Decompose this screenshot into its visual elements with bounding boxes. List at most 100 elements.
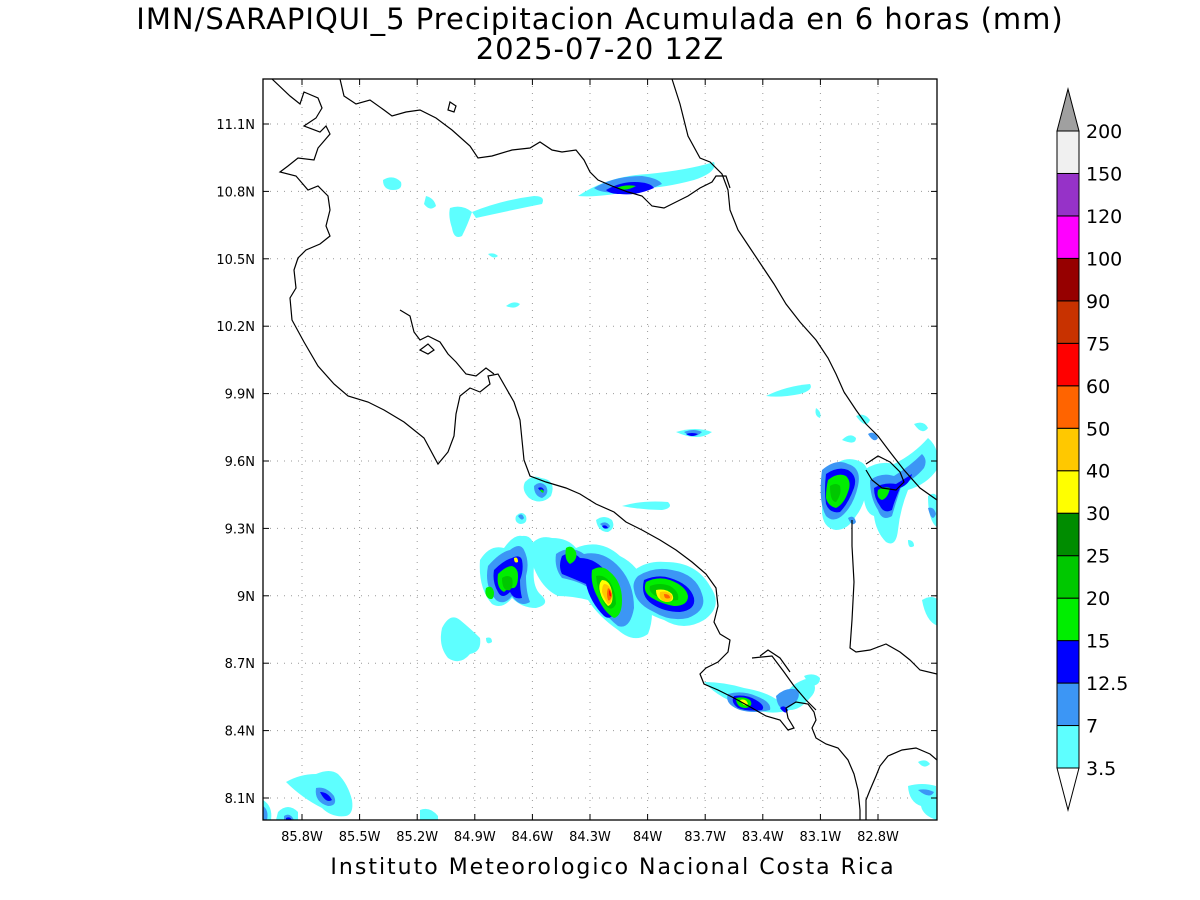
- colorbar-under-triangle: [1056, 767, 1080, 812]
- rain-patch: [263, 806, 268, 820]
- colorbar-label: 40: [1086, 461, 1110, 483]
- latitude-label: 8.1N: [225, 792, 255, 807]
- latitude-axis: 11.1N 10.8N 10.5N 10.2N 9.9N 9.6N 9.3N 9N 8.7N 8.…: [216, 118, 255, 807]
- colorbar-label: 150: [1086, 163, 1122, 185]
- longitude-label: 85.8W: [281, 830, 323, 845]
- longitude-label: 82.8W: [857, 830, 899, 845]
- map-frame: [262, 78, 938, 821]
- longitude-label: 84W: [633, 830, 663, 845]
- colorbar-bin: [1056, 427, 1080, 472]
- colorbar-bin: [1056, 257, 1080, 302]
- colorbar-bin: [1056, 640, 1080, 684]
- lake-island: [418, 343, 435, 355]
- colorbar-bin: [1056, 555, 1080, 599]
- colorbar-bin: [1056, 512, 1080, 557]
- colorbar-bin: [1056, 725, 1080, 769]
- east-coast: [671, 79, 937, 501]
- burica-peninsula: [865, 747, 937, 820]
- colorbar-label: 3.5: [1086, 758, 1116, 780]
- rain-patch: [424, 196, 436, 209]
- axis-ticks: [263, 79, 937, 820]
- precipitation-field: [263, 162, 937, 820]
- southern-coast: [759, 649, 791, 673]
- colorbar-label: 100: [1086, 248, 1122, 270]
- colorbar-label: 20: [1086, 588, 1110, 610]
- nicaragua-border: [271, 79, 861, 820]
- longitude-label: 83.7W: [684, 830, 726, 845]
- colorbar-bin: [1056, 130, 1080, 174]
- rain-patch: [276, 807, 298, 820]
- rain-patch: [686, 433, 698, 436]
- longitude-label: 83.4W: [742, 830, 784, 845]
- rain-patch: [488, 253, 498, 258]
- rain-patch: [420, 808, 438, 820]
- rain-patch: [922, 597, 937, 626]
- colorbar-bin: [1056, 342, 1080, 387]
- latitude-label: 8.7N: [225, 657, 255, 672]
- latitude-label: 11.1N: [216, 118, 255, 133]
- longitude-label: 83.1W: [799, 830, 841, 845]
- rain-patch: [320, 792, 332, 801]
- rain-patch: [622, 501, 670, 510]
- colorbar-bin: [1056, 597, 1080, 642]
- nicoya-gulf: [399, 309, 495, 377]
- colorbar-bin: [1056, 172, 1080, 217]
- longitude-label: 85.5W: [339, 830, 381, 845]
- rain-patch: [918, 760, 930, 767]
- colorbar-label: 90: [1086, 291, 1110, 313]
- colorbar-legend: 3.5 7 12.5 15 20 25 30 40 50 60 75 90 100 120 150 200: [1056, 87, 1128, 812]
- latitude-label: 10.2N: [216, 320, 255, 335]
- colorbar-label: 200: [1086, 121, 1122, 143]
- latitude-label: 8.4N: [225, 725, 255, 740]
- panama-border: [849, 520, 937, 675]
- colorbar-label: 60: [1086, 376, 1110, 398]
- latitude-label: 9.9N: [225, 388, 255, 403]
- map-title: IMN/SARAPIQUI_5 Precipitacion Acumulada …: [136, 2, 1064, 36]
- footer-credit: Instituto Meteorologico Nacional Costa R…: [330, 855, 896, 880]
- longitude-label: 84.3W: [569, 830, 611, 845]
- island-small: [447, 101, 457, 113]
- rain-patch: [918, 789, 934, 796]
- latitude-label: 9.6N: [225, 455, 255, 470]
- rain-patch: [472, 196, 543, 218]
- rain-patch: [928, 507, 936, 518]
- coto-border: [751, 655, 817, 711]
- colorbar-label: 15: [1086, 631, 1110, 653]
- rain-core: [609, 590, 611, 597]
- longitude-label: 84.6W: [511, 830, 553, 845]
- colorbar-label: 120: [1086, 206, 1122, 228]
- rain-core: [664, 594, 670, 599]
- colorbar-bin: [1056, 682, 1080, 727]
- rain-patch: [440, 617, 481, 662]
- panama-coast: [865, 455, 905, 491]
- rain-patch: [868, 432, 878, 441]
- latitude-label: 9N: [237, 590, 255, 605]
- colorbar-label: 50: [1086, 418, 1110, 440]
- rain-patch: [286, 817, 292, 820]
- rain-patch: [518, 514, 524, 520]
- rain-patch: [804, 674, 820, 686]
- rain-patch: [616, 185, 636, 190]
- rain-patch: [383, 177, 402, 190]
- rain-patch: [830, 484, 841, 502]
- longitude-label: 84.9W: [454, 830, 496, 845]
- rain-patch: [540, 489, 544, 493]
- map-subtitle-datetime: 2025-07-20 12Z: [475, 32, 725, 66]
- latitude-label: 10.5N: [216, 253, 255, 268]
- north-border: [339, 79, 731, 209]
- colorbar-label: 30: [1086, 503, 1110, 525]
- longitude-label: 85.2W: [396, 830, 438, 845]
- colorbar-label: 12.5: [1086, 673, 1128, 695]
- rain-patch: [766, 384, 811, 397]
- rain-patch: [486, 637, 492, 644]
- colorbar-label: 25: [1086, 546, 1110, 568]
- rain-patch: [842, 435, 856, 443]
- rain-patch: [602, 525, 608, 529]
- rain-core: [740, 699, 748, 706]
- rain-patch: [908, 540, 914, 548]
- colorbar-label: 7: [1086, 716, 1098, 738]
- colorbar-label: 75: [1086, 333, 1110, 355]
- rain-patch: [815, 408, 821, 418]
- colorbar-bin: [1056, 300, 1080, 344]
